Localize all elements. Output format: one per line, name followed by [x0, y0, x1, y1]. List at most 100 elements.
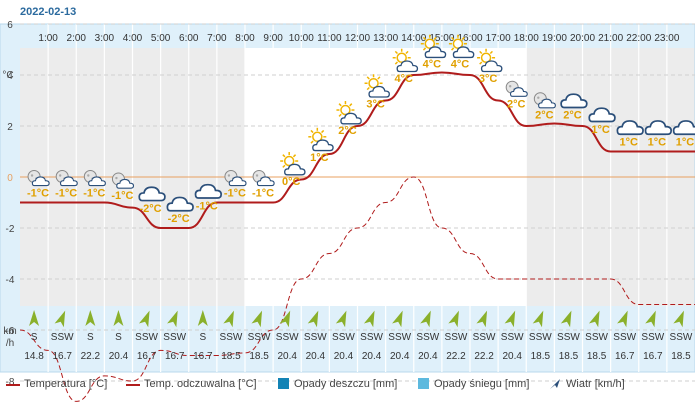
- wind-arrow-shape: [335, 310, 347, 328]
- hour-label: 18:00: [514, 33, 539, 44]
- wind-arrow-icon: [448, 310, 459, 328]
- cloud-shape: [138, 186, 166, 202]
- legend-wind-icon: [550, 379, 560, 389]
- legend-feels-swatch: [126, 384, 140, 386]
- sun-ray: [366, 86, 370, 91]
- wind-arrow-shape: [673, 310, 684, 328]
- wind-arrow-shape: [560, 310, 572, 328]
- left-axis-panel: [0, 24, 20, 372]
- temp-label: 1°C: [648, 137, 667, 149]
- wind-speed-label: 16.7: [52, 351, 72, 362]
- wind-direction-label: SSW: [220, 332, 243, 343]
- moon-crater: [58, 174, 62, 177]
- wind-speed-label: 22.2: [474, 351, 494, 362]
- wind-arrow-shape: [197, 310, 208, 326]
- cloud-icon: [256, 176, 275, 187]
- wind-direction-label: SSW: [163, 332, 186, 343]
- y-tick-label: -8: [6, 377, 15, 388]
- wind-arrow-icon: [113, 310, 124, 326]
- temperature-line: [20, 71, 695, 229]
- sun-ray: [422, 47, 427, 51]
- wind-speed-label: 16.7: [165, 351, 185, 362]
- wind-arrow-shape: [588, 310, 600, 328]
- temp-label: -1°C: [55, 188, 77, 200]
- wind-direction-label: SSW: [501, 332, 524, 343]
- cloud-shape: [616, 120, 644, 136]
- wind-arrow-icon: [223, 310, 234, 328]
- cloud-icon: [538, 98, 556, 109]
- cloud-shape: [312, 139, 334, 152]
- wind-arrow-shape: [420, 310, 431, 328]
- moon-crater: [87, 174, 90, 177]
- wind-speed-label: 20.4: [390, 351, 410, 362]
- legend-snow-label: Opady śniegu [mm]: [434, 378, 530, 390]
- hour-label: 11:00: [317, 33, 342, 44]
- wind-direction-label: S: [87, 332, 94, 343]
- temp-label: 1°C: [619, 137, 638, 149]
- hour-label: 19:00: [542, 33, 567, 44]
- wind-speed-label: 16.7: [137, 351, 157, 362]
- cloud-icon: [228, 176, 247, 187]
- legend-feels-label: Temp. odczuwalna [°C]: [144, 378, 257, 390]
- cloud-shape: [88, 176, 106, 187]
- cloud-icon: [59, 176, 78, 187]
- sun-ray: [349, 103, 353, 107]
- cloud-shape: [166, 196, 194, 212]
- sun-ray: [451, 36, 455, 41]
- wind-direction-label: SSW: [557, 332, 580, 343]
- hour-label: 3:00: [95, 33, 115, 44]
- cloud-shape: [424, 46, 447, 59]
- cloud-shape: [31, 176, 50, 187]
- wind-direction-label: S: [199, 332, 206, 343]
- wind-arrow-icon: [138, 310, 150, 328]
- wind-direction-label: SSW: [304, 332, 327, 343]
- wind-speed-label: 20.4: [362, 351, 382, 362]
- hour-label: 23:00: [654, 33, 679, 44]
- cloud-icon: [31, 176, 50, 187]
- sun-ray: [338, 113, 342, 117]
- cloud-shape: [256, 176, 275, 187]
- y-tick-label: 2: [7, 122, 13, 133]
- wind-direction-label: SSW: [276, 332, 299, 343]
- wind-arrow-shape: [363, 310, 375, 328]
- wind-direction-label: SSW: [641, 332, 664, 343]
- y-tick-label: -2: [6, 224, 15, 235]
- cloud-icon: [138, 186, 166, 202]
- moon-crater: [227, 174, 231, 177]
- hour-label: 10:00: [289, 33, 314, 44]
- y-unit-label: °C: [2, 70, 13, 81]
- chart-border: [0, 23, 695, 373]
- wind-direction-label: SSW: [445, 332, 468, 343]
- cloud-icon: [166, 196, 194, 212]
- temp-label: 2°C: [338, 125, 357, 137]
- wind-arrow-shape: [251, 310, 263, 328]
- temp-label: -1°C: [224, 188, 246, 200]
- wind-speed-label: 18.5: [221, 351, 241, 362]
- cloud-shape: [284, 163, 306, 176]
- cloud-shape: [194, 183, 223, 199]
- sun-ray: [310, 129, 314, 134]
- temp-label: 1°C: [676, 137, 695, 149]
- wind-arrow-icon: [167, 310, 178, 328]
- wind-direction-label: S: [115, 332, 122, 343]
- hour-label: 16:00: [457, 33, 482, 44]
- cloud-icon: [560, 93, 588, 109]
- temp-label: -1°C: [252, 188, 274, 200]
- wind-speed-label: 18.5: [559, 351, 579, 362]
- wind-arrow-shape: [167, 310, 178, 328]
- legend-snow-swatch: [418, 378, 429, 389]
- wind-speed-label: 18.5: [249, 351, 269, 362]
- temp-label: 2°C: [535, 110, 554, 122]
- hour-label: 7:00: [207, 33, 227, 44]
- wind-arrow-icon: [504, 310, 516, 328]
- cloud-icon: [644, 120, 673, 136]
- cloud-icon: [368, 85, 390, 98]
- sun-ray: [310, 140, 314, 144]
- cloud-icon: [116, 178, 135, 189]
- legend: Temperatura [°C] Temp. odczuwalna [°C] O…: [0, 374, 695, 394]
- sun-ray: [282, 164, 286, 168]
- cloud-icon: [396, 60, 419, 73]
- wind-arrow-shape: [223, 310, 234, 328]
- cloud-shape: [340, 112, 362, 125]
- wind-arrow-icon: [392, 310, 403, 328]
